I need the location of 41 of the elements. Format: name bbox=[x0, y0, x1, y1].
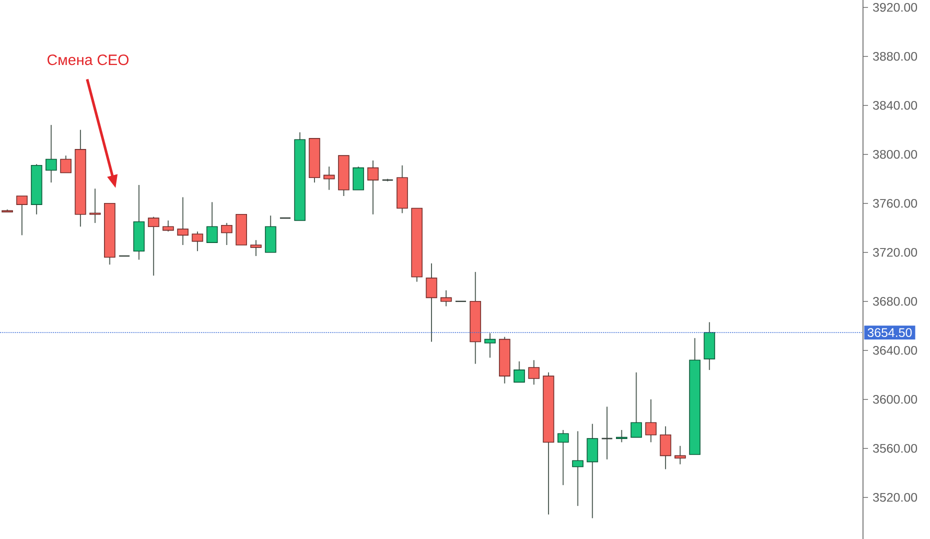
candlestick bbox=[601, 406, 613, 460]
candlestick bbox=[616, 429, 628, 443]
y-tick-label: 3520.00 bbox=[872, 492, 918, 502]
candlestick bbox=[89, 188, 101, 224]
candlestick bbox=[572, 430, 584, 506]
y-tick-label: 3880.00 bbox=[872, 52, 918, 61]
y-tick-label: 3920.00 bbox=[872, 2, 918, 12]
annotation: Смена CEO bbox=[48, 54, 129, 66]
candlestick bbox=[162, 220, 174, 232]
candlestick bbox=[46, 124, 57, 184]
y-tick-label: 3680.00 bbox=[872, 296, 918, 306]
candlestick bbox=[221, 222, 232, 246]
candlestick bbox=[16, 196, 28, 236]
candlestick bbox=[60, 155, 72, 174]
y-tick-label: 3640.00 bbox=[872, 346, 918, 355]
y-tick-label: 3840.00 bbox=[872, 100, 918, 110]
candlestick bbox=[426, 262, 438, 342]
y-tick-label: 3760.00 bbox=[872, 198, 918, 208]
candlestick bbox=[352, 166, 364, 190]
candlestick bbox=[674, 445, 686, 465]
candlestick bbox=[323, 166, 335, 190]
candlestick bbox=[557, 429, 569, 486]
y-tick-label: 3560.00 bbox=[872, 444, 918, 453]
candlestick bbox=[514, 360, 525, 383]
candlestick bbox=[440, 290, 452, 307]
y-tick-label: 3720.00 bbox=[872, 248, 918, 257]
candlestick bbox=[528, 360, 540, 386]
candlestick bbox=[630, 372, 642, 438]
candlestick bbox=[177, 196, 189, 246]
y-tick-label: 3800.00 bbox=[872, 150, 918, 159]
candlestick bbox=[250, 240, 262, 257]
candlestick bbox=[645, 398, 657, 443]
y-tick-label: 3600.00 bbox=[872, 394, 918, 404]
candlestick bbox=[367, 160, 379, 215]
candlestick bbox=[206, 202, 218, 244]
ref-line-label: 3654.50 bbox=[868, 328, 912, 337]
candlestick bbox=[192, 231, 204, 252]
candlestick bbox=[484, 332, 496, 358]
candlestick bbox=[586, 423, 598, 519]
candlestick bbox=[660, 426, 672, 470]
candlestick bbox=[148, 216, 160, 276]
